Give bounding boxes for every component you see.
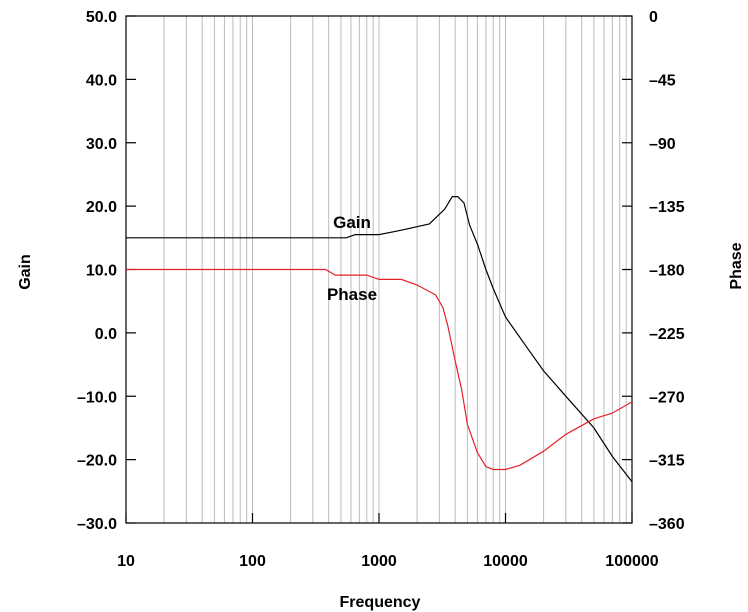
gain-series-label: Gain bbox=[333, 213, 371, 232]
grid-lines bbox=[163, 16, 627, 523]
x-tick-label: 10 bbox=[117, 553, 135, 570]
left-y-tick-label: 0.0 bbox=[95, 326, 117, 343]
right-y-tick-label: –180 bbox=[649, 263, 685, 280]
tick-labels: 50.0 0 40.0 –45 30.0 –90 20.0 –135 10.0 –180 0.0 –2… bbox=[77, 9, 685, 570]
x-axis-title: Frequency bbox=[340, 594, 421, 611]
x-tick-label: 10000 bbox=[483, 553, 528, 570]
left-y-tick-label: –20.0 bbox=[77, 453, 117, 470]
left-axis-title: Gain bbox=[17, 254, 34, 290]
right-y-tick-label: –45 bbox=[649, 72, 676, 89]
right-y-tick-label: –360 bbox=[649, 516, 685, 533]
right-y-tick-label: –225 bbox=[649, 326, 685, 343]
x-tick-label: 1000 bbox=[361, 553, 397, 570]
phase-series-line bbox=[126, 268, 633, 471]
right-y-tick-label: –315 bbox=[649, 453, 685, 470]
gain-series-line bbox=[126, 196, 633, 483]
series-lines bbox=[126, 196, 633, 483]
x-tick-label: 100000 bbox=[605, 553, 658, 570]
right-y-tick-label: –135 bbox=[649, 199, 685, 216]
left-y-tick-label: –30.0 bbox=[77, 516, 117, 533]
right-y-tick-label: –90 bbox=[649, 136, 676, 153]
left-y-tick-label: –10.0 bbox=[77, 389, 117, 406]
left-y-tick-label: 10.0 bbox=[86, 263, 117, 280]
left-y-tick-label: 20.0 bbox=[86, 199, 117, 216]
x-tick-label: 100 bbox=[239, 553, 266, 570]
right-y-tick-label: –270 bbox=[649, 389, 685, 406]
phase-series-label: Phase bbox=[327, 285, 377, 304]
left-y-tick-label: 40.0 bbox=[86, 72, 117, 89]
right-y-tick-label: 0 bbox=[649, 9, 658, 26]
left-y-tick-label: 30.0 bbox=[86, 136, 117, 153]
left-y-tick-label: 50.0 bbox=[86, 9, 117, 26]
right-axis-title: Phase bbox=[728, 242, 745, 289]
